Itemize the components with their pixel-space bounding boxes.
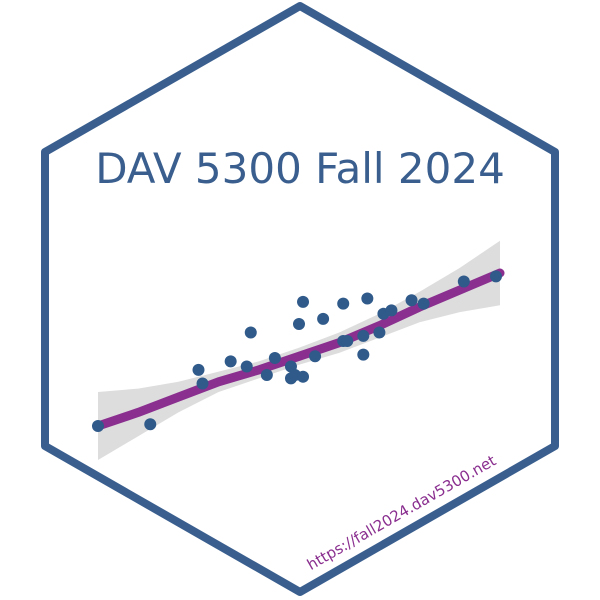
data-point (196, 377, 209, 390)
data-point (92, 420, 104, 432)
data-point (337, 297, 350, 310)
trend-line (93, 268, 505, 431)
data-point (297, 370, 310, 383)
data-point (297, 295, 310, 308)
data-point (357, 348, 370, 361)
confidence-ribbon (98, 240, 500, 460)
data-point (385, 304, 398, 317)
data-point (144, 418, 157, 431)
scatter-plot (92, 240, 505, 460)
data-point (417, 297, 430, 310)
data-point (489, 270, 502, 283)
data-point (244, 326, 257, 339)
data-point (309, 350, 322, 363)
data-point (457, 275, 470, 288)
sticker-title: DAV 5300 Fall 2024 (95, 144, 505, 193)
data-point (240, 360, 253, 373)
data-point (293, 318, 305, 330)
data-point (260, 369, 273, 381)
data-point (192, 363, 205, 376)
data-points (92, 270, 502, 432)
data-point (357, 329, 370, 342)
data-point (268, 352, 281, 364)
data-point (224, 355, 237, 368)
data-point (361, 292, 374, 305)
data-point (317, 312, 330, 325)
data-point (341, 335, 354, 347)
data-point (373, 326, 386, 339)
data-point (405, 294, 418, 307)
